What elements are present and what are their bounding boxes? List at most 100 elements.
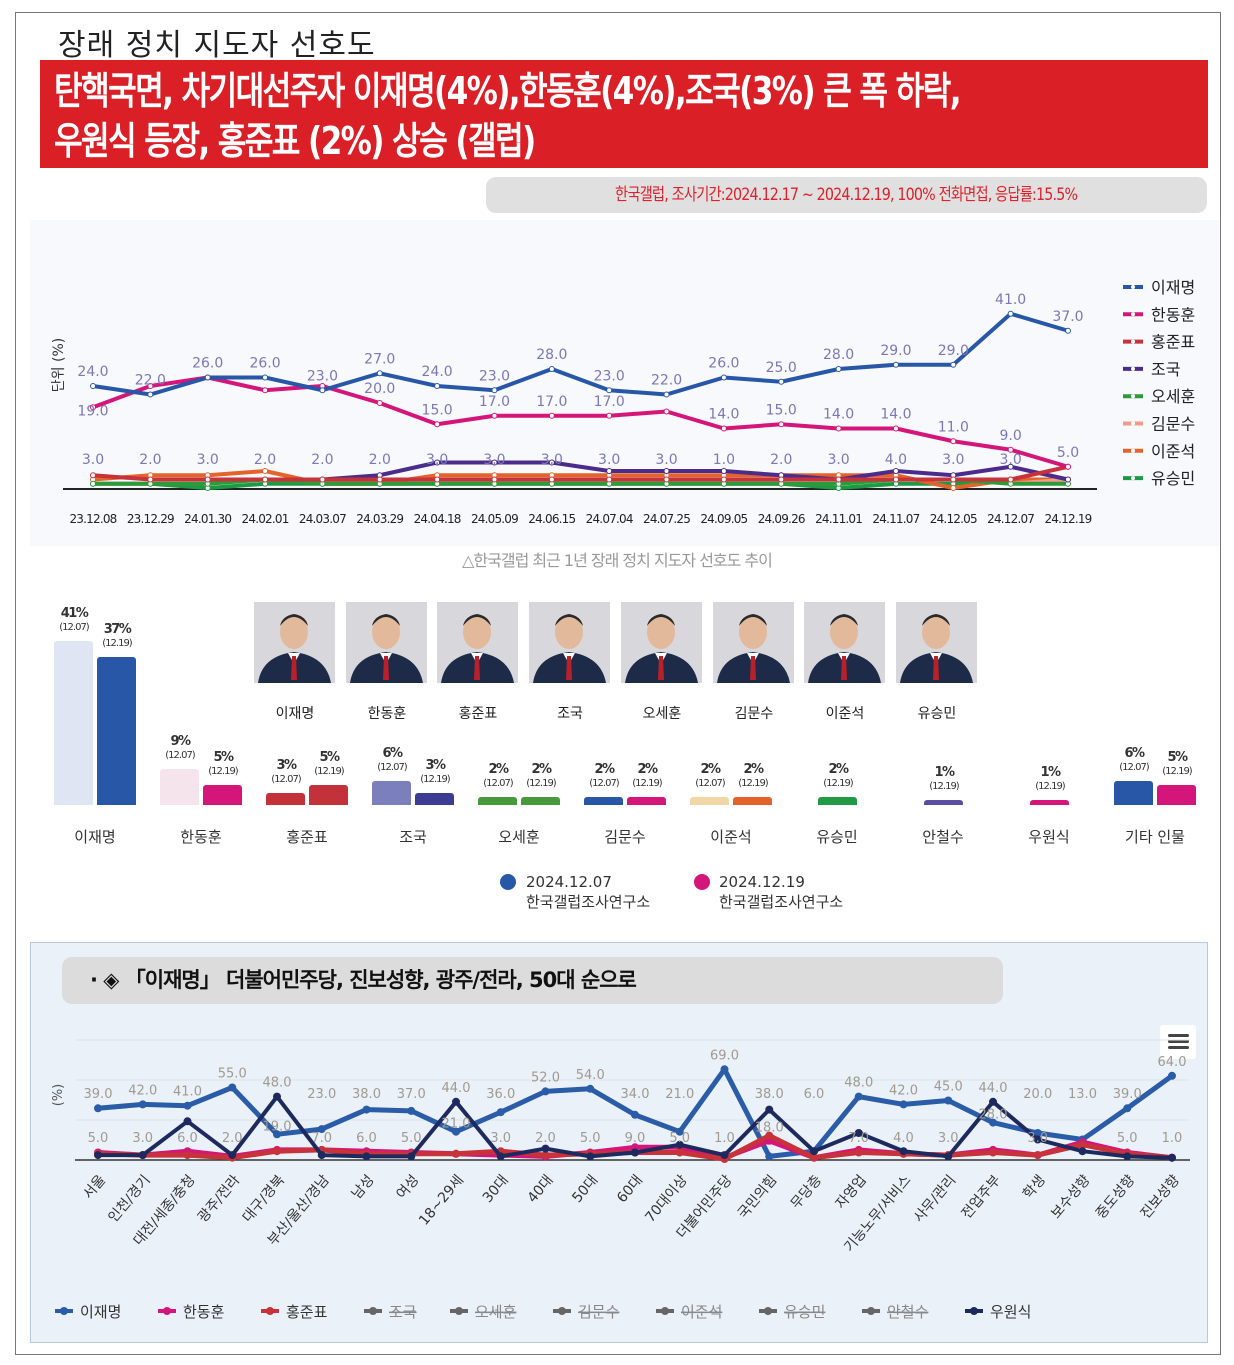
- legend-marker: [1131, 339, 1135, 344]
- data-label: 24.0: [77, 364, 108, 380]
- bar-value-label: 1% (12.19): [1025, 766, 1075, 794]
- data-label: 15.0: [766, 402, 797, 418]
- bar-date-tag: (12.07): [59, 622, 89, 633]
- portrait-photo: [621, 602, 702, 683]
- bar-1219: [309, 785, 348, 805]
- portrait-name: 조국: [557, 706, 583, 722]
- data-label: 29.0: [938, 343, 969, 359]
- series-line-홍준표: [92, 464, 1069, 482]
- data-label: 21.0: [665, 1087, 694, 1102]
- bar-value-label: 41% (12.07): [49, 607, 99, 635]
- data-point: [1065, 463, 1071, 470]
- bar-1207: [1114, 781, 1153, 805]
- data-label: 25.0: [766, 360, 797, 376]
- data-point: [606, 412, 613, 419]
- data-point: [854, 1092, 863, 1101]
- legend-label: 홍준표: [1151, 333, 1195, 352]
- candidate-name: 이준석: [710, 828, 752, 846]
- data-point: [586, 1084, 595, 1093]
- x-tick-label: 24.11.07: [872, 512, 919, 526]
- data-point: [319, 476, 326, 483]
- data-point: [1168, 1071, 1176, 1080]
- data-point: [273, 1147, 281, 1156]
- bar-value-label: 2% (12.19): [728, 763, 778, 791]
- person-silhouette-icon: [896, 602, 977, 683]
- x-tick-label: 광주/전라: [195, 1172, 243, 1225]
- data-point: [765, 1105, 774, 1114]
- data-point: [496, 1108, 505, 1117]
- legend-item-한동훈[interactable]: 한동훈: [183, 1303, 224, 1321]
- x-tick-label: 24.07.04: [586, 512, 633, 526]
- data-point: [90, 472, 96, 479]
- data-point: [262, 468, 269, 474]
- bar-1219: [97, 657, 136, 805]
- legend-marker: [455, 1307, 463, 1315]
- bar-date-tag: (12.07): [377, 762, 407, 773]
- portrait-name: 이재명: [275, 706, 315, 722]
- data-point: [663, 468, 670, 474]
- x-tick-label: 24.12.19: [1044, 512, 1091, 526]
- data-label: 36.0: [486, 1087, 515, 1102]
- legend-org: 한국갤럽조사연구소: [526, 893, 651, 911]
- legend-item-이재명[interactable]: 이재명: [80, 1303, 121, 1321]
- portrait-name: 홍준표: [458, 706, 498, 722]
- data-label: 28.0: [979, 1108, 1008, 1123]
- bar-1207: [584, 797, 623, 805]
- legend-item-안철수[interactable]: 안철수: [887, 1303, 928, 1321]
- x-tick-label: 중도성향: [1093, 1172, 1138, 1222]
- data-label: 23.0: [479, 368, 510, 384]
- data-point: [892, 425, 899, 432]
- bar-value-label: 2% (12.19): [516, 763, 566, 791]
- legend-item-우원식[interactable]: 우원식: [990, 1303, 1031, 1321]
- legend-marker: [1131, 448, 1135, 453]
- legend-item-김문수[interactable]: 김문수: [578, 1303, 619, 1321]
- x-tick-label: 대구/경북: [240, 1172, 288, 1225]
- data-label: 3.0: [197, 452, 219, 468]
- legend-item-이준석[interactable]: 이준석: [681, 1303, 722, 1321]
- data-point: [183, 1101, 192, 1110]
- data-point: [606, 387, 613, 394]
- data-label: 5.0: [1117, 1131, 1138, 1146]
- headline-line-1: 탄핵국면, 차기대선주자 이재명(4%),한동훈(4%),조국(3%) 큰 폭 …: [54, 69, 962, 113]
- legend-marker: [1131, 394, 1135, 399]
- data-point: [854, 1129, 863, 1137]
- bar-date-tag: (12.07): [165, 750, 195, 761]
- data-point: [950, 476, 957, 483]
- data-label: 26.0: [249, 356, 280, 372]
- chart-menu-button[interactable]: [1160, 1025, 1196, 1059]
- legend-item-조국[interactable]: 조국: [389, 1303, 417, 1321]
- survey-info-bar: 한국갤럽, 조사기간:2024.12.17 ~ 2024.12.19, 100%…: [486, 177, 1207, 213]
- portrait-photo: [896, 602, 977, 683]
- bar-value-label: 3% (12.19): [410, 759, 460, 787]
- data-label: 21.0: [442, 1117, 471, 1132]
- data-label: 3.0: [541, 452, 563, 468]
- candidate-name: 홍준표: [286, 828, 328, 846]
- bar-date-tag: (12.07): [271, 774, 301, 785]
- data-label: 48.0: [844, 1076, 873, 1091]
- bar-value-label: 1% (12.19): [919, 766, 969, 794]
- legend-item-오세훈[interactable]: 오세훈: [475, 1303, 516, 1321]
- legend-marker: [1131, 421, 1135, 426]
- headline-banner: 탄핵국면, 차기대선주자 이재명(4%),한동훈(4%),조국(3%) 큰 폭 …: [40, 60, 1208, 168]
- x-tick-label: 24.01.30: [184, 512, 231, 526]
- portrait-name: 유승민: [917, 706, 957, 722]
- x-tick-label: 24.03.29: [356, 512, 403, 526]
- bar-value-label: 3% (12.07): [261, 759, 311, 787]
- bar-date-tag: (12.07): [589, 778, 619, 789]
- x-tick-label: 서울: [80, 1172, 109, 1202]
- data-point: [362, 1105, 371, 1114]
- legend-item-홍준표[interactable]: 홍준표: [286, 1303, 328, 1321]
- legend-item-유승민[interactable]: 유승민: [784, 1303, 825, 1321]
- data-label: 4.0: [885, 452, 907, 468]
- bar-1207: [372, 781, 411, 805]
- data-point: [1168, 1153, 1176, 1162]
- x-tick-label: 학생: [1020, 1172, 1049, 1202]
- data-point: [892, 361, 899, 368]
- data-point: [1033, 1135, 1042, 1144]
- data-point: [376, 400, 383, 406]
- data-label: 2.0: [770, 452, 792, 468]
- data-point: [407, 1106, 416, 1115]
- bar-date-tag: (12.19): [420, 774, 450, 785]
- data-label: 3.0: [598, 452, 620, 468]
- data-point: [541, 1087, 550, 1096]
